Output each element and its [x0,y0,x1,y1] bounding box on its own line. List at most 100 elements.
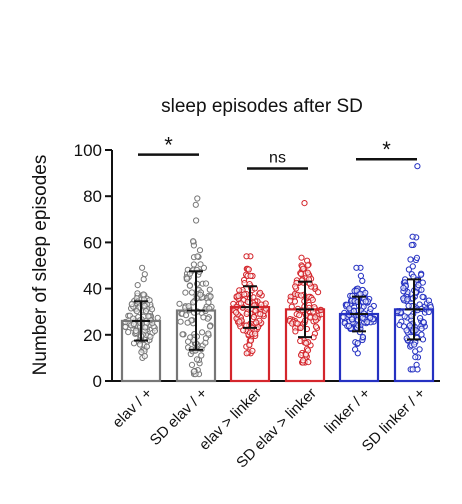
data-point [197,291,204,298]
data-point [139,264,146,271]
data-point [136,341,144,348]
data-point [200,264,207,271]
data-point [401,313,408,320]
data-point [287,297,294,304]
data-point [298,270,305,278]
data-point [298,292,305,299]
data-point [184,319,191,326]
data-point [176,300,183,307]
data-point [200,314,207,321]
data-point [412,348,419,355]
data-point [194,253,201,260]
data-point [406,322,413,329]
data-point [413,254,420,261]
data-point [312,314,319,321]
data-point [404,296,411,303]
data-point [182,312,190,319]
data-point [241,291,248,298]
data-point [190,238,197,245]
data-point [362,298,369,305]
data-point [134,282,141,289]
data-point [312,323,320,330]
data-point [405,302,412,309]
data-point [147,333,154,340]
data-point [235,292,242,299]
data-point [179,331,186,338]
data-point [185,338,192,345]
data-point [300,265,307,272]
data-point [194,195,201,202]
data-point [143,343,150,350]
data-point [146,297,153,304]
data-point [405,266,412,273]
data-point [241,280,248,287]
data-point [418,271,425,278]
data-point [345,322,353,329]
data-point [257,311,264,318]
data-point [301,200,308,207]
x-tick-label: elav / + [109,385,156,432]
data-point [132,327,139,334]
data-point [190,368,198,375]
data-point [253,319,260,326]
data-point [252,307,259,314]
data-point [357,272,364,279]
data-point [141,271,148,278]
y-tick-label: 40 [83,280,102,299]
data-point [206,323,214,330]
data-point [409,263,416,270]
y-axis: 0 20 40 60 80 100 [74,141,440,391]
y-tick-label: 0 [93,372,102,391]
data-point [197,261,204,268]
significance-label: * [164,133,173,158]
data-point [243,253,250,260]
data-point [177,318,184,325]
data-point [298,254,305,261]
data-points [122,163,434,378]
data-point [292,328,299,335]
data-point [340,313,347,321]
data-point [243,310,250,317]
significance-markers: * ns * [138,133,417,170]
significance-label: * [382,137,391,162]
data-point [250,314,257,321]
chart-title: sleep episodes after SD [161,96,363,117]
y-tick-label: 60 [83,233,102,252]
data-point [359,333,366,341]
data-point [352,346,359,353]
y-axis-label: Number of sleep episodes [30,155,51,376]
data-point [183,275,191,282]
data-point [141,302,148,309]
data-point [238,300,245,307]
data-point [403,327,410,334]
data-point [199,329,206,336]
data-point [297,337,304,345]
data-point [296,312,303,319]
data-point [315,289,322,296]
data-point [196,247,204,254]
error-bars [132,270,423,351]
data-point [145,313,152,320]
data-point [233,309,240,316]
data-point [298,352,305,359]
data-point [190,299,197,306]
data-point [419,293,426,300]
data-point [408,241,415,249]
data-point [133,308,140,315]
data-point [303,340,310,347]
data-point [188,289,195,296]
data-point [415,282,422,289]
data-point [294,320,301,327]
data-point [188,361,196,368]
data-point [419,336,427,343]
data-point [125,329,132,336]
data-point [359,277,366,284]
data-point [198,352,205,359]
data-point [249,347,256,354]
data-point [138,349,145,356]
data-point [185,303,192,310]
data-point [202,280,210,287]
data-point [128,301,135,308]
data-point [418,286,425,293]
data-point [418,325,425,332]
